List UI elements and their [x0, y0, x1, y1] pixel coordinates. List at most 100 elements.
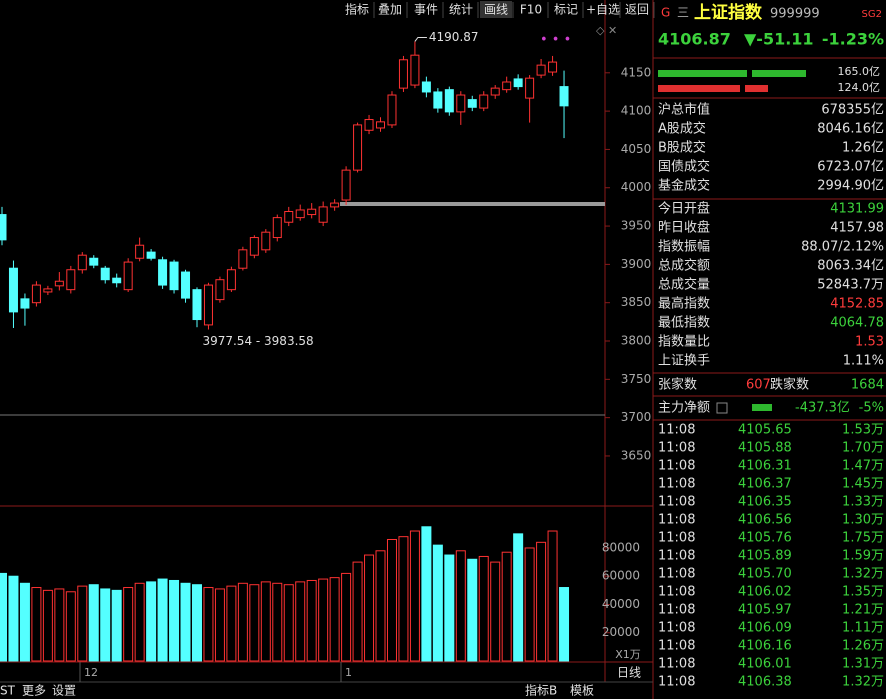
volume-bar: [8, 575, 19, 662]
candle-body: [112, 277, 122, 284]
volume-bar: [295, 581, 306, 662]
trade-time: 11:08: [658, 657, 695, 672]
bottom-tab[interactable]: 指标B: [525, 683, 557, 698]
sell-bar: [745, 85, 768, 92]
stat-label: 今日开盘: [658, 201, 710, 217]
candle-body: [330, 202, 340, 208]
toolbar-item[interactable]: 事件: [414, 3, 438, 17]
candle-body: [20, 298, 30, 309]
toolbar-item[interactable]: 统计: [449, 3, 473, 17]
candle-body: [203, 284, 213, 326]
stat-value: 6723.07亿: [817, 160, 884, 175]
label: 张家数: [658, 377, 697, 393]
toolbar-item[interactable]: 画线: [484, 3, 508, 17]
label: -437.3亿: [795, 401, 850, 416]
trade-time: 11:08: [658, 531, 695, 546]
trade-volume: 1.21万: [842, 603, 884, 618]
volume-bar: [547, 530, 558, 662]
trade-price: 4106.35: [738, 495, 792, 510]
volume-bar: [42, 589, 53, 662]
candle-body: [8, 267, 18, 313]
stat-value: 52843.7万: [817, 278, 884, 293]
volume-bar: [111, 589, 122, 662]
stat-label: 最高指数: [658, 296, 710, 312]
trade-volume: 1.47万: [842, 459, 884, 474]
y-tick-label: 3800: [621, 334, 652, 348]
volume-bar: [501, 551, 512, 662]
candle-body: [249, 237, 259, 256]
trade-volume: 1.59万: [842, 549, 884, 564]
y-tick-label: 3950: [621, 219, 652, 233]
stat-label: 指数量比: [658, 335, 710, 350]
candle-body: [410, 54, 420, 86]
toolbar-item[interactable]: 指标: [345, 2, 369, 17]
label: 4106.87: [658, 30, 731, 49]
label: -5%: [859, 401, 884, 416]
candle-body: [376, 121, 386, 129]
candle-body: [158, 259, 168, 286]
volume-bar: [0, 572, 7, 662]
volume-bar: [559, 587, 570, 662]
stat-value: 1.26亿: [842, 141, 884, 156]
bottom-tab[interactable]: 模板: [570, 684, 594, 698]
candle-body: [284, 211, 294, 223]
label: -1.23%: [822, 30, 884, 49]
candle-body: [444, 89, 454, 113]
trade-volume: 1.53万: [842, 423, 884, 438]
bottom-tab[interactable]: 更多: [22, 684, 46, 698]
stat-value: 4157.98: [830, 221, 884, 236]
candle-body: [479, 94, 489, 109]
candle-body: [100, 267, 110, 281]
trade-time: 11:08: [658, 603, 695, 618]
volume-bar: [31, 587, 42, 662]
candle-body: [456, 94, 466, 113]
toolbar-item[interactable]: F10: [520, 3, 542, 17]
volume-bar: [490, 561, 501, 662]
label: 1684: [851, 378, 884, 393]
toolbar-item[interactable]: 返回: [625, 3, 649, 17]
candle-body: [146, 251, 156, 259]
trade-time: 11:08: [658, 549, 695, 564]
volume-bar: [398, 536, 409, 662]
volume-bar: [386, 538, 397, 662]
label: ▼-51.11: [744, 30, 814, 49]
volume-bar: [169, 579, 180, 662]
candle-body: [0, 214, 7, 241]
toolbar-item[interactable]: +自选: [586, 3, 620, 17]
dots: • • •: [540, 33, 571, 48]
volume-bar: [237, 582, 248, 662]
stat-label: 国债成交: [658, 159, 710, 175]
y-tick-label: 4050: [621, 142, 652, 156]
candle-body: [490, 87, 500, 96]
volume-bar: [19, 582, 30, 662]
toolbar-item[interactable]: 标记: [554, 3, 578, 17]
y-tick-label: 4000: [621, 180, 652, 194]
trade-price: 4106.16: [738, 639, 792, 654]
stat-label: 昨日收盘: [658, 220, 710, 236]
volume-bar: [478, 555, 489, 662]
candle-body: [398, 59, 408, 89]
volume-bar: [421, 526, 432, 662]
trade-volume: 1.30万: [842, 513, 884, 528]
y-tick-label: 40000: [602, 597, 640, 611]
stat-label: 上证换手: [658, 354, 710, 369]
volume-bar: [329, 577, 340, 662]
stat-value: 1.11%: [843, 354, 884, 369]
candle-body: [513, 78, 523, 88]
bottom-tab[interactable]: ST: [0, 684, 16, 698]
trade-time: 11:08: [658, 639, 695, 654]
volume-bar: [249, 584, 260, 662]
trade-price: 4106.09: [738, 621, 792, 636]
volume-bar: [432, 544, 443, 662]
stat-label: B股成交: [658, 140, 706, 156]
candle-body: [272, 217, 282, 239]
volume-bar: [214, 588, 225, 662]
stat-label: 沪总市值: [658, 102, 710, 118]
trade-price: 4106.56: [738, 513, 792, 528]
label: SG2: [862, 9, 882, 20]
sell-bar: [658, 85, 740, 92]
toolbar-item[interactable]: 叠加: [378, 3, 402, 17]
trade-volume: 1.32万: [842, 675, 884, 690]
candle-body: [77, 254, 87, 271]
bottom-tab[interactable]: 设置: [52, 684, 76, 698]
